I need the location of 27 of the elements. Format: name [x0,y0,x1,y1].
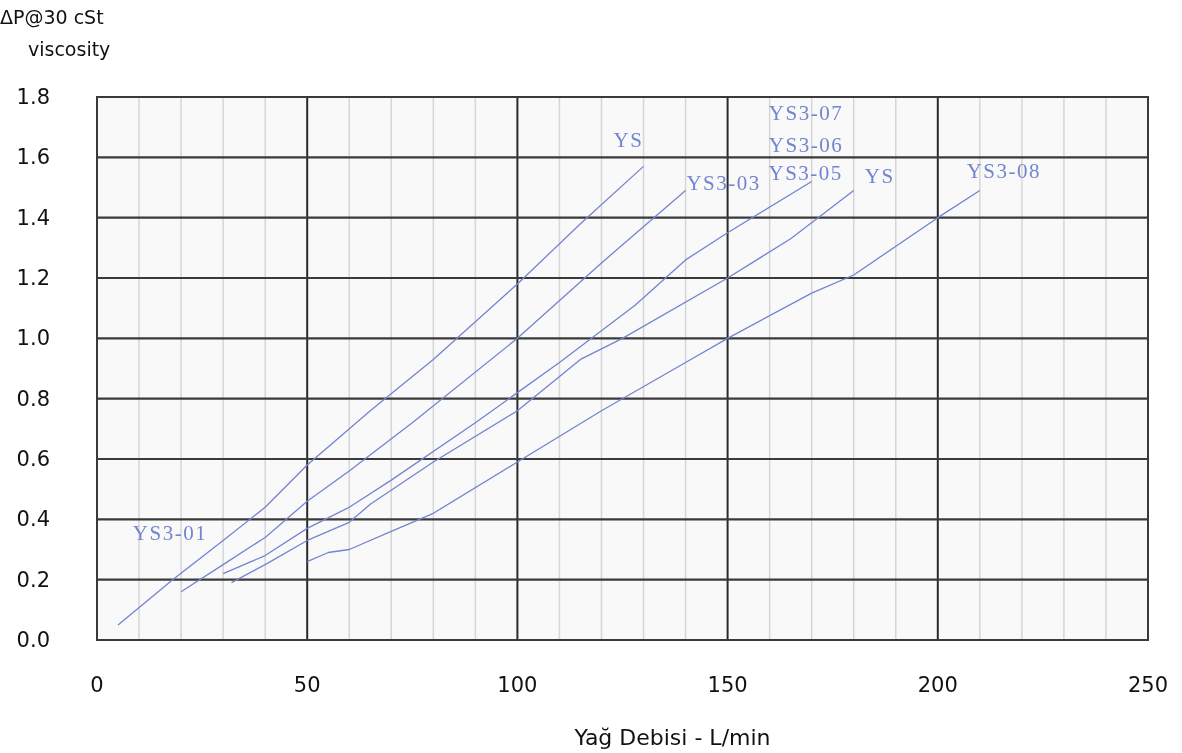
y-axis-title: ΔP@30 cSt viscosity [0,6,111,60]
x-tick-label: 200 [917,673,958,697]
y-tick-label: 1.0 [16,326,50,351]
y-tick-label: 0.6 [16,447,50,471]
series-label: YS [864,163,895,188]
annotation: YS3-06 [768,133,844,157]
y-tick-label: 0.4 [16,507,50,532]
y-tick-label: 1.4 [16,205,50,230]
x-tick-label: 100 [497,673,538,697]
y-tick-label: 1.2 [16,266,50,290]
series-label: YS3-08 [966,158,1042,183]
x-tick-label: 0 [90,673,104,697]
y-tick-label: 0.0 [16,628,50,652]
series-label: YS [613,128,644,153]
y-tick-label: 1.8 [16,85,50,109]
x-axis-title: Yağ Debisi - L/min [573,725,771,750]
line-series [306,189,981,563]
line-series [117,165,645,626]
annotation: YS3-01 [132,521,208,545]
y-tick-label: 0.8 [16,386,50,411]
annotation: YS3-07 [768,101,844,125]
series-label: YS3-05 [768,161,843,186]
x-tick-label: 50 [293,673,321,697]
x-tick-label: 250 [1127,673,1169,697]
x-tick-label: 150 [707,673,748,697]
y-tick-label: 0.2 [16,567,50,592]
y-tick-label: 1.6 [16,145,50,170]
